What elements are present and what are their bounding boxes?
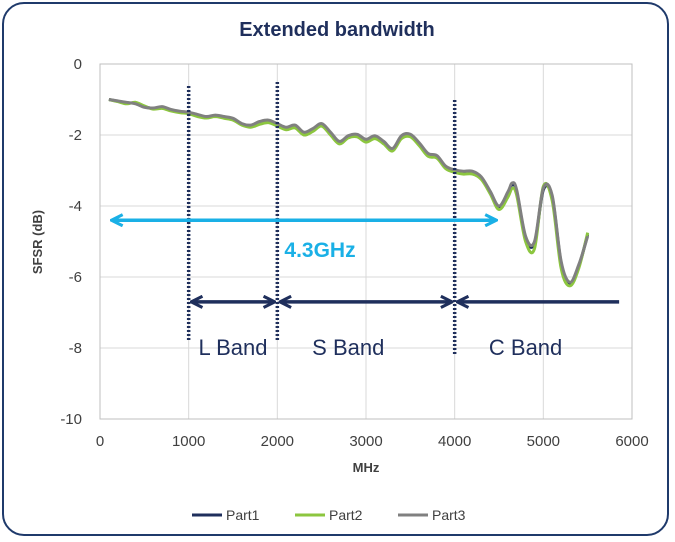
y-tick-label: 0 — [74, 56, 82, 73]
chart-title: Extended bandwidth — [239, 19, 435, 41]
y-tick-label: -2 — [69, 127, 82, 144]
series-line-part3 — [108, 98, 590, 284]
band-label: L Band — [199, 335, 268, 360]
span-label: 4.3GHz — [284, 239, 355, 262]
legend-label-part3: Part3 — [432, 507, 466, 523]
x-tick-label: 6000 — [615, 433, 648, 450]
series-lines — [108, 98, 590, 288]
band-label: C Band — [489, 335, 562, 360]
plot-area — [99, 63, 633, 420]
y-tick-label: -6 — [69, 269, 82, 286]
x-tick-label: 2000 — [261, 433, 294, 450]
gridlines — [99, 63, 633, 420]
x-tick-labels: 0 1000 2000 3000 4000 5000 6000 — [96, 433, 649, 450]
x-tick-label: 5000 — [527, 433, 560, 450]
x-tick-label: 1000 — [172, 433, 205, 450]
y-tick-label: -10 — [60, 411, 82, 428]
x-axis-title: MHz — [353, 460, 380, 475]
x-tick-label: 0 — [96, 433, 104, 450]
annotations: 4.3GHz L Band S Band C Band — [113, 82, 620, 360]
x-tick-label: 4000 — [438, 433, 471, 450]
chart-frame — [2, 2, 669, 536]
y-tick-label: -4 — [69, 198, 82, 215]
legend-label-part1: Part1 — [226, 507, 260, 523]
legend: Part1 Part2 Part3 — [192, 507, 466, 523]
y-axis-title: SFSR (dB) — [30, 210, 45, 274]
plot-border — [99, 63, 633, 420]
y-tick-label: -8 — [69, 340, 82, 357]
x-tick-label: 3000 — [349, 433, 382, 450]
legend-label-part2: Part2 — [329, 507, 363, 523]
band-label: S Band — [312, 335, 384, 360]
y-tick-labels: 0 -2 -4 -6 -8 -10 — [60, 56, 82, 428]
